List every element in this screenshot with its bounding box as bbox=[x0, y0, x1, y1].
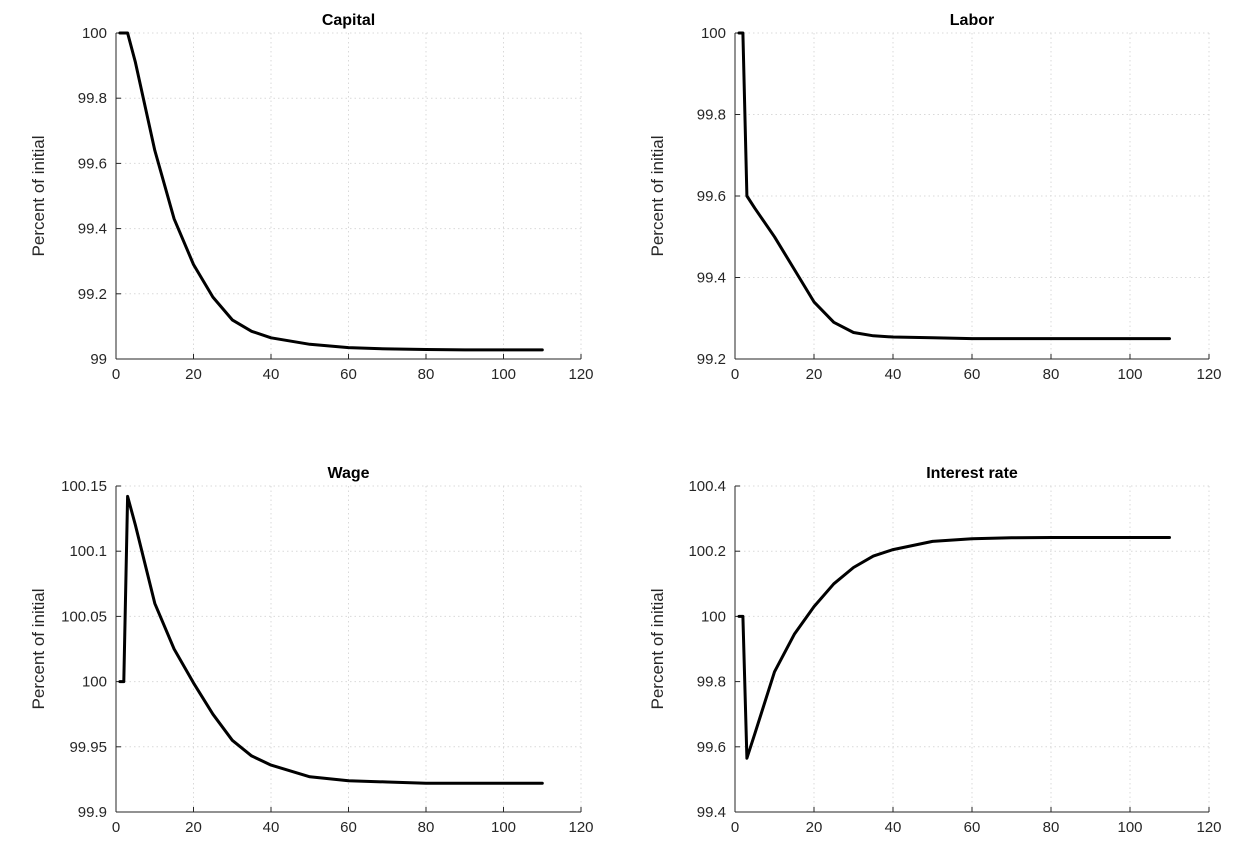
x-tick-label: 20 bbox=[185, 819, 202, 836]
y-tick-label: 99.2 bbox=[697, 351, 726, 368]
series-line bbox=[118, 31, 544, 352]
panel-capital: 0 20 40 60 80 100 120 99 99.2 99.4 99.6 99.8 100 Capi… bbox=[29, 12, 594, 383]
y-tick-label: 99.6 bbox=[78, 155, 107, 172]
x-tick-label: 20 bbox=[806, 366, 823, 383]
x-tick-label: 60 bbox=[340, 819, 357, 836]
x-tick-label: 40 bbox=[263, 366, 280, 383]
y-tick-label: 99.4 bbox=[697, 804, 726, 821]
chart-title: Interest rate bbox=[926, 465, 1018, 482]
y-tick-label: 99 bbox=[90, 351, 107, 368]
x-tick-label: 120 bbox=[568, 366, 593, 383]
series-line bbox=[737, 31, 1171, 341]
x-tick-label: 60 bbox=[964, 366, 981, 383]
x-tick-label: 100 bbox=[1117, 819, 1142, 836]
y-tick-label: 100.05 bbox=[61, 608, 107, 625]
x-tick-label: 40 bbox=[263, 819, 280, 836]
x-tick-label: 120 bbox=[1196, 366, 1221, 383]
y-tick-label: 99.95 bbox=[69, 739, 107, 756]
x-tick-label: 100 bbox=[491, 366, 516, 383]
y-axis-label: Percent of initial bbox=[29, 136, 48, 257]
chart-title: Capital bbox=[322, 12, 375, 29]
y-tick-label: 100.4 bbox=[688, 478, 726, 495]
y-tick-label: 99.6 bbox=[697, 188, 726, 205]
chart-title: Labor bbox=[950, 12, 994, 29]
x-tick-label: 0 bbox=[112, 366, 120, 383]
x-tick-label: 80 bbox=[1043, 366, 1060, 383]
y-tick-label: 99.8 bbox=[78, 90, 107, 107]
x-tick-label: 100 bbox=[1117, 366, 1142, 383]
x-tick-label: 0 bbox=[731, 819, 739, 836]
x-tick-label: 60 bbox=[340, 366, 357, 383]
x-tick-label: 120 bbox=[568, 819, 593, 836]
y-tick-label: 99.2 bbox=[78, 286, 107, 303]
y-tick-label: 99.4 bbox=[78, 221, 107, 238]
y-tick-label: 100 bbox=[82, 25, 107, 42]
x-tick-label: 0 bbox=[112, 819, 120, 836]
y-tick-label: 100.2 bbox=[688, 543, 726, 560]
y-tick-label: 99.4 bbox=[697, 270, 726, 287]
y-tick-label: 100.1 bbox=[69, 543, 107, 560]
y-tick-label: 100 bbox=[701, 608, 726, 625]
y-tick-label: 99.8 bbox=[697, 107, 726, 124]
panel-labor: 0 20 40 60 80 100 120 99.2 99.4 99.6 99.8 100 Labor P… bbox=[648, 12, 1222, 383]
series-line bbox=[737, 536, 1171, 760]
y-axis-label: Percent of initial bbox=[648, 136, 667, 257]
x-tick-label: 40 bbox=[885, 819, 902, 836]
chart-title: Wage bbox=[327, 465, 369, 482]
y-axis-label: Percent of initial bbox=[648, 589, 667, 710]
x-tick-label: 80 bbox=[1043, 819, 1060, 836]
y-tick-label: 100.15 bbox=[61, 478, 107, 495]
y-tick-label: 99.8 bbox=[697, 674, 726, 691]
y-tick-label: 99.9 bbox=[78, 804, 107, 821]
x-tick-label: 20 bbox=[185, 366, 202, 383]
x-tick-label: 40 bbox=[885, 366, 902, 383]
y-tick-label: 100 bbox=[82, 674, 107, 691]
y-tick-label: 100 bbox=[701, 25, 726, 42]
panel-interest-rate: 0 20 40 60 80 100 120 99.4 99.6 99.8 100 100.2 100.4… bbox=[648, 465, 1222, 836]
x-tick-label: 60 bbox=[964, 819, 981, 836]
x-tick-label: 120 bbox=[1196, 819, 1221, 836]
y-tick-label: 99.6 bbox=[697, 739, 726, 756]
series-line bbox=[118, 494, 544, 785]
panel-wage: 0 20 40 60 80 100 120 99.9 99.95 100 100.05 100.1 10… bbox=[29, 465, 594, 836]
x-tick-label: 80 bbox=[418, 366, 435, 383]
x-tick-label: 0 bbox=[731, 366, 739, 383]
x-tick-label: 20 bbox=[806, 819, 823, 836]
x-tick-label: 100 bbox=[491, 819, 516, 836]
y-axis-label: Percent of initial bbox=[29, 589, 48, 710]
x-tick-label: 80 bbox=[418, 819, 435, 836]
